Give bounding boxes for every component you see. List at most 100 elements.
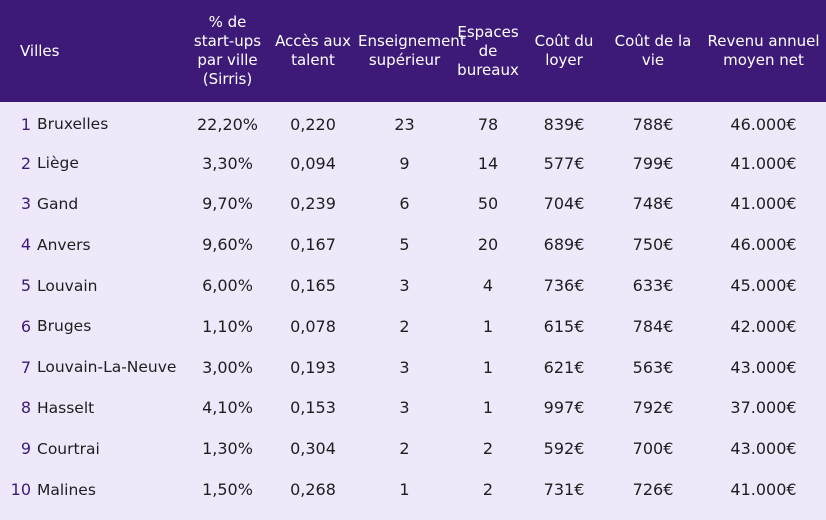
income-cell: 37.000€ [730,398,797,418]
rent-cell: 615€ [543,316,585,336]
header-city: Villes [20,41,60,60]
rent-cell: 577€ [543,153,585,173]
startups-cell: 22,20% [197,114,259,134]
talent-cell: 0,268 [290,480,336,500]
startups-cell: 1,50% [202,480,253,500]
talent-cell: 0,220 [290,114,336,134]
education-cell: 2 [399,316,410,336]
talent-cell: 0,167 [290,235,336,255]
rank-cell: 7 [20,357,31,377]
table-row: 8 Hasselt 4,10% 0,153 3 1 997€ 792€ 37.0… [0,388,826,429]
income-cell: 43.000€ [730,439,797,459]
rent-cell: 997€ [543,398,585,418]
city-cell: Louvain [37,276,98,295]
income-cell: 41.000€ [730,153,797,173]
offices-cell: 1 [482,357,494,377]
living-cell: 788€ [632,114,674,134]
table-row: 6 Bruges 1,10% 0,078 2 1 615€ 784€ 42.00… [0,306,826,347]
education-cell: 3 [399,276,410,296]
education-cell: 2 [399,439,410,459]
city-cell: Anvers [37,235,91,254]
rank-cell: 5 [20,276,31,296]
header-startups: % de start-ups par ville (Sirris) [193,13,262,88]
living-cell: 700€ [632,439,674,459]
table-row: 7 Louvain-La-Neuve 3,00% 0,193 3 1 621€ … [0,347,826,388]
rent-cell: 839€ [543,114,585,134]
city-cell: Bruges [37,317,92,336]
education-cell: 6 [399,194,410,214]
city-cell: Courtrai [37,439,100,458]
header-row: Villes % de start-ups par ville (Sirris)… [0,0,826,102]
living-cell: 726€ [632,480,674,500]
header-living: Coût de la vie [614,32,692,69]
table-row: 4 Anvers 9,60% 0,167 5 20 689€ 750€ 46.0… [0,224,826,265]
city-cell: Gand [37,194,79,213]
table-row: 3 Gand 9,70% 0,239 6 50 704€ 748€ 41.000… [0,184,826,225]
talent-cell: 0,165 [290,276,336,296]
table-row: 2 Liège 3,30% 0,094 9 14 577€ 799€ 41.00… [0,143,826,184]
startups-cell: 3,30% [202,153,253,173]
offices-cell: 4 [482,276,494,296]
rent-cell: 689€ [543,235,585,255]
offices-cell: 2 [482,480,494,500]
income-cell: 43.000€ [730,357,797,377]
education-cell: 3 [399,398,410,418]
city-cell: Hasselt [37,398,95,417]
startups-cell: 4,10% [202,398,253,418]
income-cell: 41.000€ [730,480,797,500]
education-cell: 1 [399,480,410,500]
startups-cell: 1,30% [202,439,253,459]
rank-cell: 10 [10,480,31,500]
rank-cell: 2 [20,153,31,173]
offices-cell: 50 [477,194,499,214]
startups-cell: 9,70% [202,194,253,214]
offices-cell: 20 [477,235,499,255]
income-cell: 46.000€ [730,235,797,255]
income-cell: 46.000€ [730,114,797,134]
living-cell: 750€ [632,235,674,255]
city-cell: Louvain-La-Neuve [37,358,177,377]
rank-cell: 3 [20,194,31,214]
table-body: 1 Bruxelles 22,20% 0,220 23 78 839€ 788€… [0,102,826,510]
talent-cell: 0,153 [290,398,336,418]
startups-cell: 1,10% [202,316,253,336]
table-header: Villes % de start-ups par ville (Sirris)… [0,0,826,102]
talent-cell: 0,193 [290,357,336,377]
rent-cell: 736€ [543,276,585,296]
table-row: 10 Malines 1,50% 0,268 1 2 731€ 726€ 41.… [0,469,826,510]
rent-cell: 704€ [543,194,585,214]
startups-cell: 6,00% [202,276,253,296]
header-income: Revenu annuel moyen net [707,32,820,69]
talent-cell: 0,094 [290,153,336,173]
header-talent: Accès aux talent [275,32,351,69]
income-cell: 41.000€ [730,194,797,214]
table-row: 5 Louvain 6,00% 0,165 3 4 736€ 633€ 45.0… [0,265,826,306]
education-cell: 3 [399,357,410,377]
rank-cell: 8 [20,398,31,418]
startups-cell: 9,60% [202,235,253,255]
city-cell: Liège [37,154,79,173]
rent-cell: 621€ [543,357,585,377]
offices-cell: 1 [482,398,494,418]
rent-cell: 592€ [543,439,585,459]
education-cell: 9 [399,153,410,173]
city-cell: Bruxelles [37,115,109,134]
rank-cell: 1 [20,114,31,134]
income-cell: 42.000€ [730,316,797,336]
income-cell: 45.000€ [730,276,797,296]
offices-cell: 78 [477,114,499,134]
table-row: 9 Courtrai 1,30% 0,304 2 2 592€ 700€ 43.… [0,428,826,469]
living-cell: 792€ [632,398,674,418]
rank-cell: 9 [20,439,31,459]
offices-cell: 1 [482,316,494,336]
header-rent: Coût du loyer [534,32,594,69]
header-offices: Espaces de bureaux [457,22,519,79]
talent-cell: 0,239 [290,194,336,214]
education-cell: 5 [399,235,410,255]
city-cell: Malines [37,480,96,499]
talent-cell: 0,304 [290,439,336,459]
living-cell: 784€ [632,316,674,336]
talent-cell: 0,078 [290,316,336,336]
living-cell: 563€ [632,357,674,377]
